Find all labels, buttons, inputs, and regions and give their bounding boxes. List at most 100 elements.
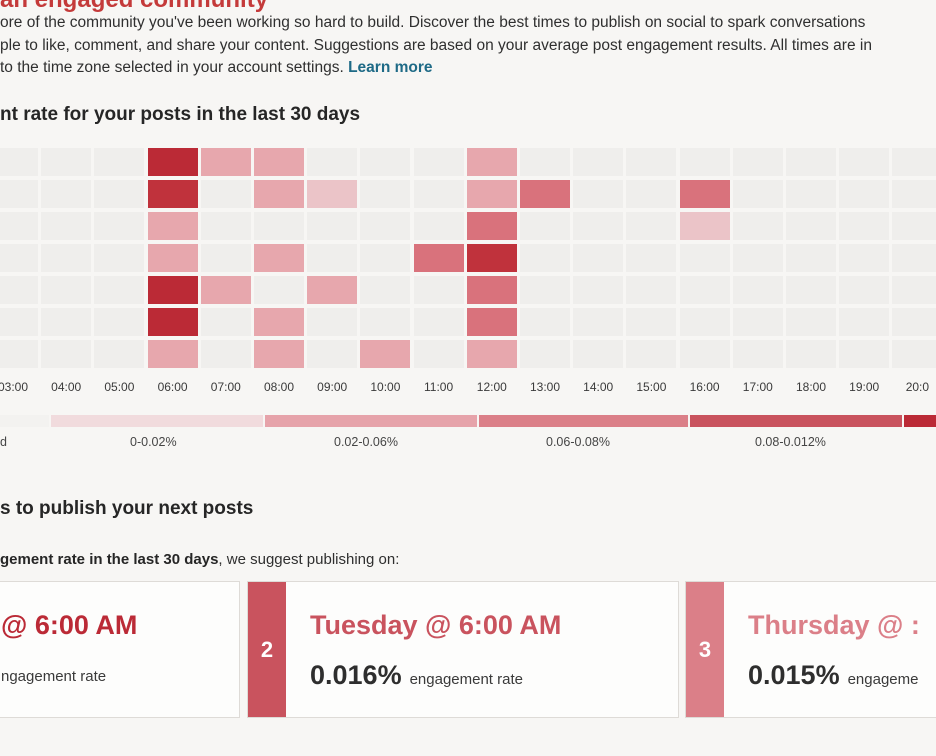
- heatmap-cell[interactable]: [360, 212, 411, 240]
- heatmap-cell[interactable]: [573, 180, 624, 208]
- heatmap-cell[interactable]: [360, 148, 411, 176]
- heatmap-cell[interactable]: [200, 276, 251, 304]
- heatmap-cell[interactable]: [839, 180, 890, 208]
- heatmap-cell[interactable]: [626, 340, 677, 368]
- heatmap-cell[interactable]: [892, 180, 936, 208]
- heatmap-cell[interactable]: [732, 212, 783, 240]
- heatmap-cell[interactable]: [626, 180, 677, 208]
- heatmap-cell[interactable]: [786, 244, 836, 272]
- heatmap-cell[interactable]: [679, 212, 730, 240]
- heatmap-cell[interactable]: [839, 308, 890, 336]
- heatmap-cell[interactable]: [732, 340, 783, 368]
- heatmap-cell[interactable]: [839, 244, 890, 272]
- learn-more-link[interactable]: Learn more: [348, 59, 433, 76]
- heatmap-cell[interactable]: [413, 276, 464, 304]
- heatmap-cell[interactable]: [520, 308, 570, 336]
- heatmap-cell[interactable]: [200, 148, 251, 176]
- heatmap-cell[interactable]: [254, 276, 304, 304]
- heatmap-cell[interactable]: [147, 308, 198, 336]
- heatmap-cell[interactable]: [786, 340, 836, 368]
- suggestion-card-3[interactable]: 3 Thursday @ : 0.015% engageme: [685, 581, 936, 718]
- heatmap-cell[interactable]: [360, 244, 411, 272]
- heatmap-cell[interactable]: [147, 212, 198, 240]
- heatmap-cell[interactable]: [466, 308, 517, 336]
- heatmap-cell[interactable]: [0, 180, 38, 208]
- heatmap-cell[interactable]: [626, 244, 677, 272]
- heatmap-cell[interactable]: [679, 340, 730, 368]
- heatmap-cell[interactable]: [94, 148, 145, 176]
- heatmap-cell[interactable]: [147, 276, 198, 304]
- heatmap-cell[interactable]: [626, 148, 677, 176]
- heatmap-cell[interactable]: [679, 180, 730, 208]
- heatmap-cell[interactable]: [94, 308, 145, 336]
- heatmap-cell[interactable]: [360, 340, 411, 368]
- heatmap-cell[interactable]: [147, 180, 198, 208]
- heatmap-cell[interactable]: [307, 180, 358, 208]
- heatmap-cell[interactable]: [786, 276, 836, 304]
- heatmap-cell[interactable]: [147, 244, 198, 272]
- heatmap-cell[interactable]: [307, 244, 358, 272]
- heatmap-cell[interactable]: [41, 148, 92, 176]
- heatmap-cell[interactable]: [254, 244, 304, 272]
- heatmap-cell[interactable]: [254, 340, 304, 368]
- heatmap-cell[interactable]: [732, 308, 783, 336]
- heatmap-cell[interactable]: [94, 212, 145, 240]
- heatmap-cell[interactable]: [0, 212, 38, 240]
- heatmap-cell[interactable]: [200, 180, 251, 208]
- heatmap-cell[interactable]: [732, 276, 783, 304]
- heatmap-cell[interactable]: [0, 340, 38, 368]
- heatmap-cell[interactable]: [679, 276, 730, 304]
- heatmap-cell[interactable]: [0, 148, 38, 176]
- heatmap-cell[interactable]: [839, 340, 890, 368]
- heatmap-cell[interactable]: [679, 148, 730, 176]
- heatmap-cell[interactable]: [360, 308, 411, 336]
- heatmap-cell[interactable]: [573, 212, 624, 240]
- heatmap-cell[interactable]: [786, 212, 836, 240]
- heatmap-cell[interactable]: [94, 276, 145, 304]
- heatmap-cell[interactable]: [466, 340, 517, 368]
- heatmap-cell[interactable]: [520, 180, 570, 208]
- heatmap-cell[interactable]: [520, 340, 570, 368]
- heatmap-cell[interactable]: [413, 212, 464, 240]
- heatmap-cell[interactable]: [41, 244, 92, 272]
- heatmap-cell[interactable]: [573, 308, 624, 336]
- heatmap-cell[interactable]: [254, 180, 304, 208]
- heatmap-cell[interactable]: [732, 148, 783, 176]
- heatmap-cell[interactable]: [94, 180, 145, 208]
- heatmap-cell[interactable]: [573, 276, 624, 304]
- heatmap-cell[interactable]: [254, 148, 304, 176]
- heatmap-cell[interactable]: [732, 244, 783, 272]
- heatmap-cell[interactable]: [307, 308, 358, 336]
- heatmap-cell[interactable]: [892, 244, 936, 272]
- heatmap-cell[interactable]: [786, 308, 836, 336]
- heatmap-cell[interactable]: [0, 308, 38, 336]
- heatmap-cell[interactable]: [200, 340, 251, 368]
- heatmap-cell[interactable]: [892, 148, 936, 176]
- heatmap-cell[interactable]: [892, 308, 936, 336]
- heatmap-cell[interactable]: [573, 340, 624, 368]
- heatmap-cell[interactable]: [41, 212, 92, 240]
- heatmap-cell[interactable]: [41, 180, 92, 208]
- heatmap-cell[interactable]: [466, 148, 517, 176]
- heatmap-cell[interactable]: [679, 308, 730, 336]
- heatmap-cell[interactable]: [254, 308, 304, 336]
- heatmap-cell[interactable]: [360, 180, 411, 208]
- heatmap-cell[interactable]: [839, 212, 890, 240]
- heatmap-cell[interactable]: [839, 148, 890, 176]
- heatmap-cell[interactable]: [466, 180, 517, 208]
- heatmap-cell[interactable]: [94, 244, 145, 272]
- heatmap-cell[interactable]: [41, 340, 92, 368]
- heatmap-cell[interactable]: [892, 212, 936, 240]
- heatmap-cell[interactable]: [147, 148, 198, 176]
- heatmap-cell[interactable]: [520, 212, 570, 240]
- heatmap-cell[interactable]: [0, 244, 38, 272]
- heatmap-cell[interactable]: [200, 308, 251, 336]
- heatmap-cell[interactable]: [466, 244, 517, 272]
- heatmap-cell[interactable]: [573, 148, 624, 176]
- heatmap-cell[interactable]: [679, 244, 730, 272]
- heatmap-cell[interactable]: [41, 308, 92, 336]
- heatmap-cell[interactable]: [732, 180, 783, 208]
- heatmap-cell[interactable]: [892, 276, 936, 304]
- heatmap-cell[interactable]: [839, 276, 890, 304]
- heatmap-cell[interactable]: [413, 308, 464, 336]
